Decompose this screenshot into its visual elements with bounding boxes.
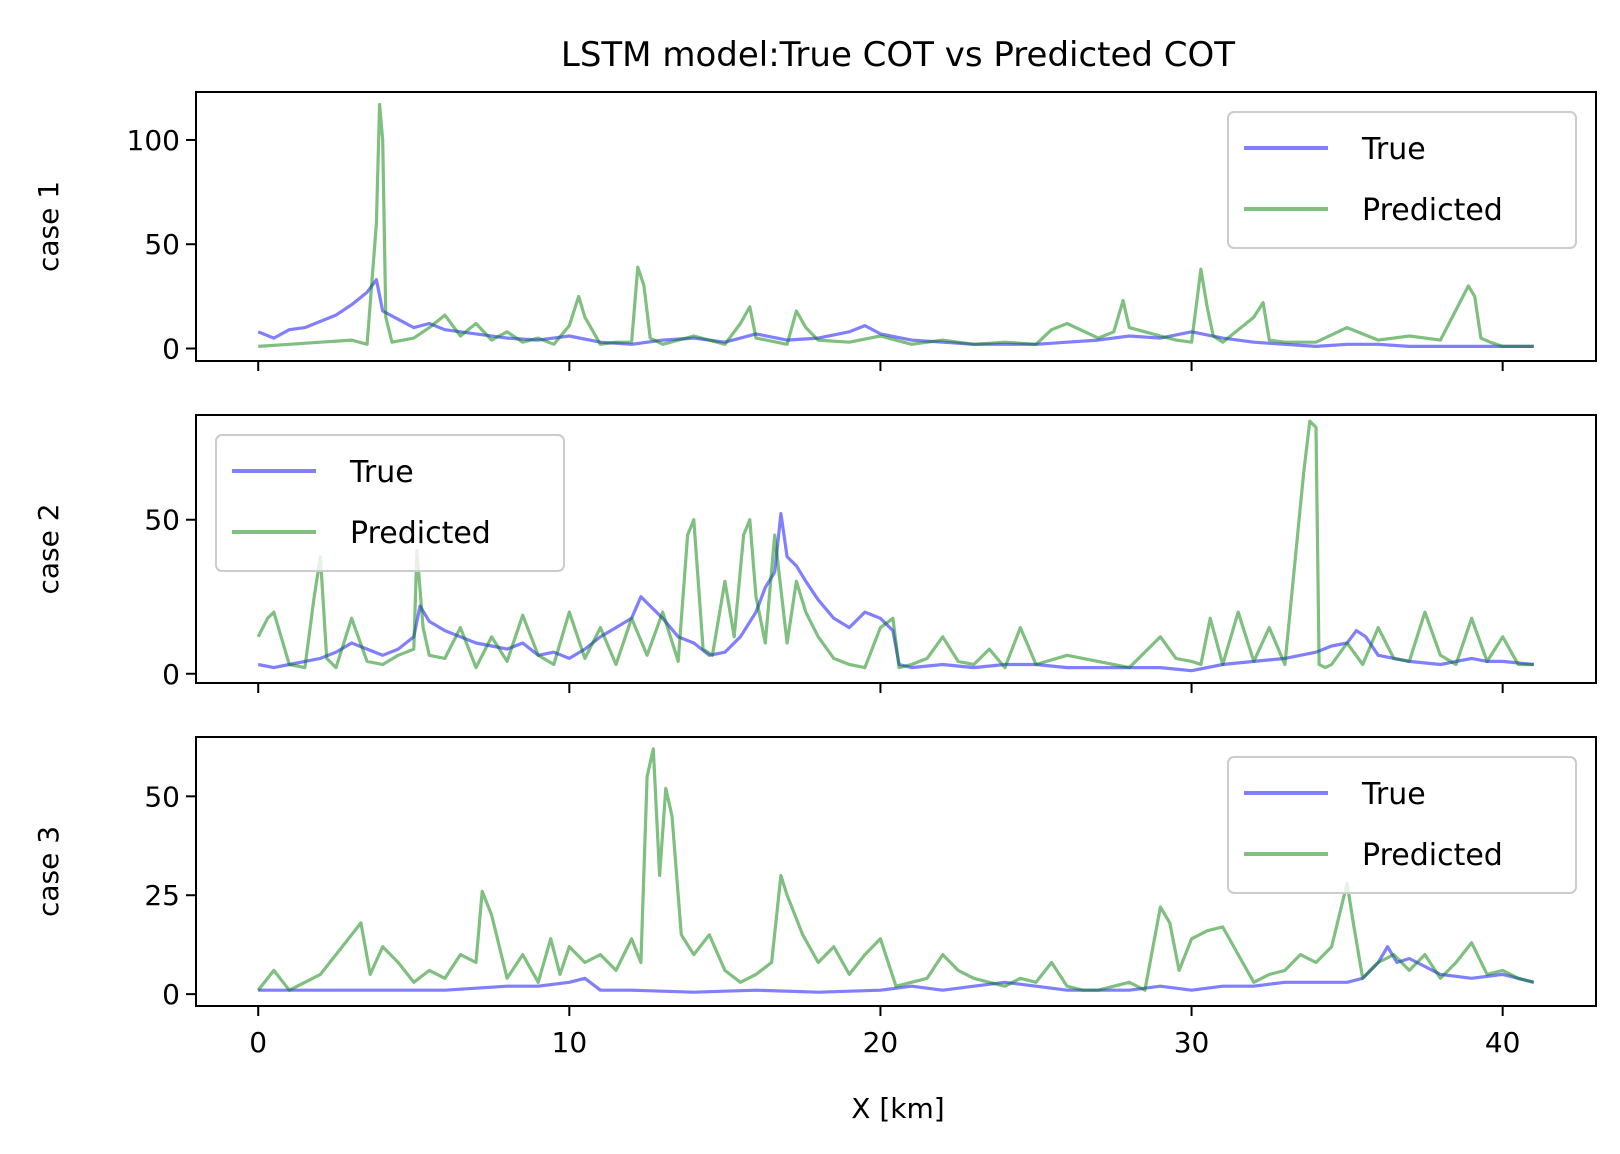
x-tick-label: 40 (1485, 1026, 1521, 1059)
y-tick-label: 50 (144, 228, 180, 261)
x-axis-label: X [km] (851, 1092, 944, 1125)
x-tick-label: 10 (552, 1026, 588, 1059)
x-tick-label: 20 (863, 1026, 899, 1059)
panel-3: 0 25 50 0 10 20 30 40 case 3 True Predicted (32, 736, 1597, 1059)
axes-frame (195, 414, 1597, 684)
legend: True Predicted (1227, 111, 1577, 249)
legend-label-predicted: Predicted (1362, 838, 1503, 873)
y-axis-label: case 1 (32, 181, 65, 272)
y-tick-label: 0 (162, 978, 180, 1011)
axes-frame (195, 91, 1597, 362)
y-tick-label: 100 (127, 124, 180, 157)
series-line-predicted (256, 419, 1534, 670)
panel-1: 0 50 100 case 1 True Predicted (32, 91, 1597, 371)
y-axis-label: case 3 (32, 826, 65, 917)
legend: True Predicted (215, 434, 565, 572)
y-tick-label: 50 (144, 780, 180, 813)
series-line-predicted (256, 747, 1535, 992)
y-axis-label: case 2 (32, 503, 65, 594)
x-tick-label: 0 (249, 1026, 267, 1059)
series-line-predicted (258, 102, 1534, 348)
axes-frame (195, 736, 1597, 1007)
y-tick-label: 0 (162, 658, 180, 691)
y-tick-label: 50 (144, 504, 180, 537)
legend-label-predicted: Predicted (1362, 193, 1503, 228)
y-tick-label: 0 (162, 332, 180, 365)
legend: True Predicted (1227, 756, 1577, 894)
chart-title: LSTM model:True COT vs Predicted COT (561, 35, 1235, 75)
panel-2: 0 50 case 2 True Predicted (32, 414, 1597, 693)
legend-label-true: True (1361, 777, 1426, 812)
series-line-true (257, 278, 1534, 348)
x-tick-label: 30 (1174, 1026, 1210, 1059)
legend-label-predicted: Predicted (350, 516, 491, 551)
legend-label-true: True (1361, 132, 1426, 167)
legend-label-true: True (349, 455, 414, 490)
series-line-true (258, 945, 1535, 994)
y-tick-label: 25 (144, 879, 180, 912)
